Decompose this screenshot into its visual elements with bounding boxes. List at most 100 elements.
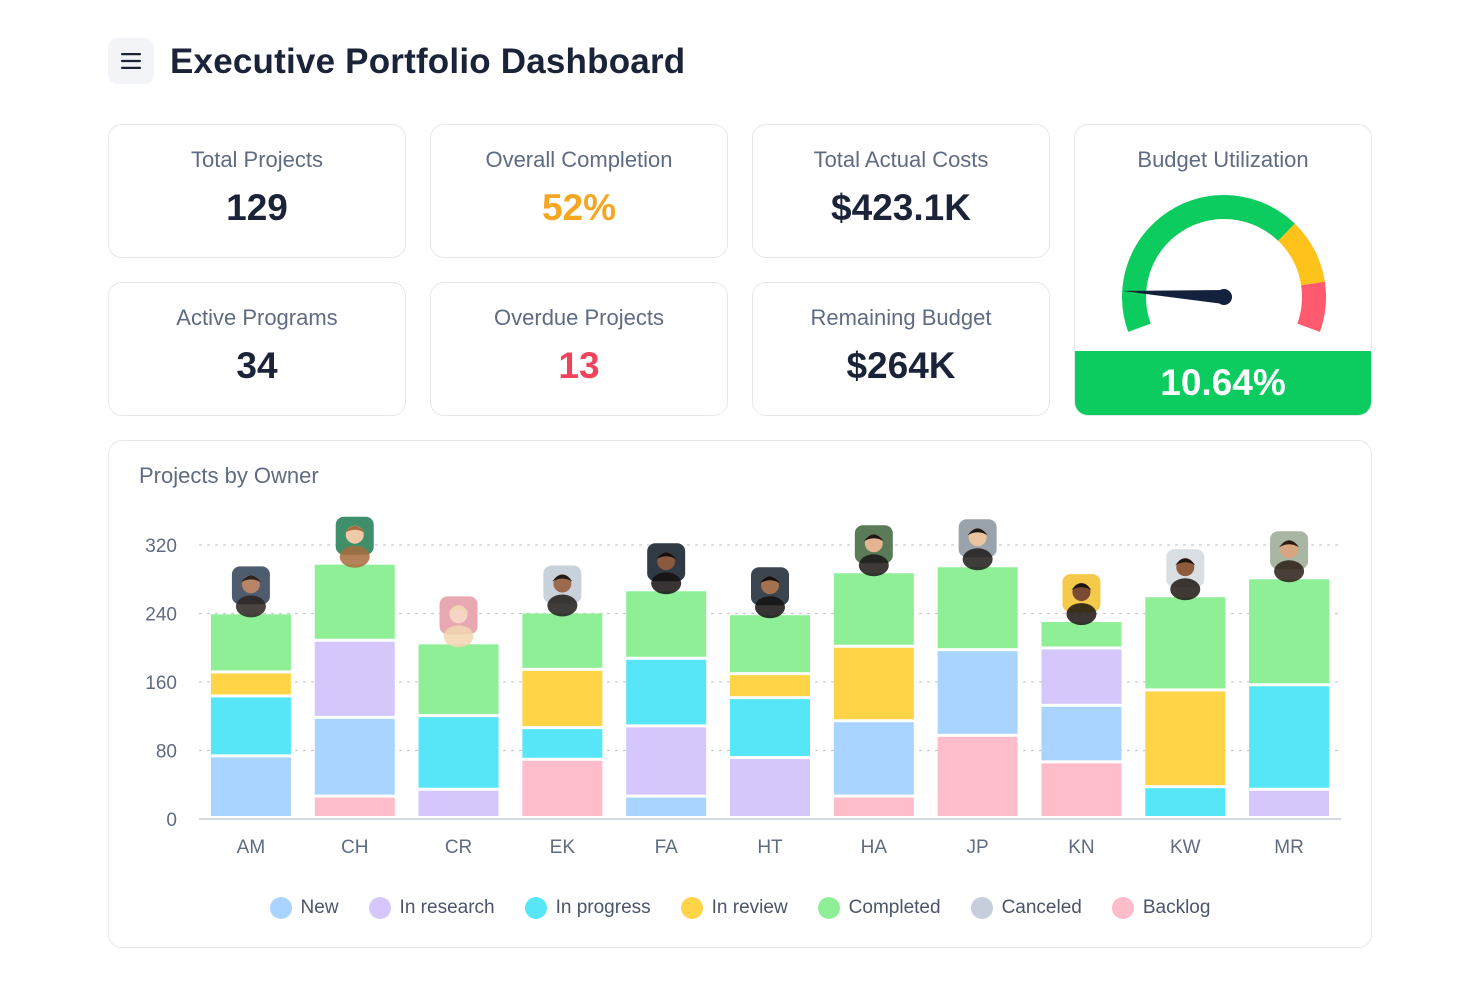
budget-gauge xyxy=(1122,195,1326,332)
legend-swatch xyxy=(817,897,840,919)
bar-segment-ha-completed[interactable] xyxy=(833,573,914,645)
kpi-label: Total Projects xyxy=(190,147,324,172)
bar-segment-ht-in-progress[interactable] xyxy=(730,699,810,757)
x-tick-label: CH xyxy=(341,837,368,858)
legend-label: In progress xyxy=(555,897,651,918)
x-tick-label: KW xyxy=(1170,837,1201,858)
bar-segment-kw-in-progress[interactable] xyxy=(1145,788,1226,816)
legend-item-canceled[interactable]: Canceled xyxy=(970,897,1082,919)
legend-item-in-review[interactable]: In review xyxy=(680,897,788,919)
kpi-card-overdue-projects: Overdue Projects 13 xyxy=(430,282,728,416)
projects-by-owner-card: Projects by Owner 0 80 160 240 320 AM CH CR EK FA… xyxy=(108,440,1372,948)
page-title: Executive Portfolio Dashboard xyxy=(170,42,686,81)
legend-swatch xyxy=(368,897,391,919)
legend-item-backlog[interactable]: Backlog xyxy=(1111,897,1210,919)
legend-item-new[interactable]: New xyxy=(269,897,339,919)
bar-segment-ch-new[interactable] xyxy=(314,718,395,795)
bar-segment-ek-in-progress[interactable] xyxy=(522,729,603,758)
owner-avatar-ch[interactable] xyxy=(335,516,374,568)
legend-label: Completed xyxy=(848,897,941,918)
bar-segment-kw-completed[interactable] xyxy=(1145,597,1226,689)
owner-avatar-jp[interactable] xyxy=(958,519,997,571)
bar-segment-mr-in-research[interactable] xyxy=(1249,790,1330,816)
owner-avatar-fa[interactable] xyxy=(647,543,686,595)
bar-segment-am-new[interactable] xyxy=(210,757,291,816)
bar-segment-ht-in-review[interactable] xyxy=(730,675,810,697)
owner-avatar-kw[interactable] xyxy=(1166,549,1205,601)
bar-segment-fa-completed[interactable] xyxy=(626,591,707,657)
bar-segment-ha-backlog[interactable] xyxy=(833,797,914,816)
legend-label: In review xyxy=(711,897,788,918)
owner-avatar-kn[interactable] xyxy=(1062,574,1101,626)
bar-segment-ch-backlog[interactable] xyxy=(314,797,395,816)
bar-segment-cr-in-progress[interactable] xyxy=(418,717,499,788)
bar-segment-ch-in-research[interactable] xyxy=(314,641,395,716)
kpi-value: $264K xyxy=(846,345,956,386)
chart-legend: New In research In progress In review Comple… xyxy=(109,897,1371,919)
gauge-zone-2 xyxy=(1297,281,1326,332)
kpi-label: Active Programs xyxy=(176,305,338,330)
legend-item-completed[interactable]: Completed xyxy=(817,897,941,919)
chart-title: Projects by Owner xyxy=(139,463,319,488)
owner-avatar-ha[interactable] xyxy=(854,525,893,577)
gauge-needle xyxy=(1122,290,1225,304)
bar-segment-kn-completed[interactable] xyxy=(1041,622,1122,647)
bar-segment-ek-backlog[interactable] xyxy=(522,760,603,816)
bar-segment-ch-completed[interactable] xyxy=(314,564,395,639)
bar-segment-am-in-review[interactable] xyxy=(210,673,291,695)
legend-item-in-research[interactable]: In research xyxy=(368,897,495,919)
owner-avatar-am[interactable] xyxy=(231,566,270,618)
menu-button[interactable] xyxy=(108,38,154,84)
bar-segment-cr-completed[interactable] xyxy=(418,644,499,715)
bar-segment-ek-in-review[interactable] xyxy=(522,670,603,727)
legend-item-in-progress[interactable]: In progress xyxy=(524,897,651,919)
bar-segment-kn-backlog[interactable] xyxy=(1041,763,1122,816)
owner-avatar-mr[interactable] xyxy=(1270,531,1309,583)
kpi-value: 34 xyxy=(236,345,278,386)
bar-segment-kn-new[interactable] xyxy=(1041,706,1122,761)
bar-segment-jp-backlog[interactable] xyxy=(937,736,1018,816)
x-tick-label: FA xyxy=(655,837,679,858)
bar-segment-am-completed[interactable] xyxy=(210,614,291,671)
owner-avatar-ht[interactable] xyxy=(751,567,789,619)
x-tick-label: CR xyxy=(445,837,472,858)
y-tick-label: 0 xyxy=(166,810,177,831)
x-tick-label: HA xyxy=(861,837,888,858)
legend-swatch xyxy=(269,897,292,919)
legend-label: New xyxy=(300,897,339,918)
bar-segment-ek-completed[interactable] xyxy=(522,613,603,668)
gauge-needle-hub xyxy=(1216,289,1232,305)
x-tick-label: HT xyxy=(757,837,783,858)
bar-segment-fa-in-research[interactable] xyxy=(626,727,707,795)
kpi-value: 129 xyxy=(226,187,288,228)
kpi-card-total-actual-costs: Total Actual Costs $423.1K xyxy=(752,124,1050,258)
kpi-value: 52% xyxy=(541,187,617,228)
kpi-card-active-programs: Active Programs 34 xyxy=(108,282,406,416)
bar-segment-ht-completed[interactable] xyxy=(730,615,810,673)
bar-segment-jp-new[interactable] xyxy=(937,651,1018,734)
bar-segment-mr-completed[interactable] xyxy=(1249,579,1330,684)
bar-segment-kn-in-research[interactable] xyxy=(1041,649,1122,704)
kpi-card-overall-completion: Overall Completion 52% xyxy=(430,124,728,258)
owner-avatar-cr[interactable] xyxy=(439,596,478,648)
kpi-label: Overall Completion xyxy=(485,147,673,172)
kpi-value: 13 xyxy=(558,345,600,386)
bar-segment-cr-in-research[interactable] xyxy=(418,790,499,816)
kpi-card-remaining-budget: Remaining Budget $264K xyxy=(752,282,1050,416)
kpi-label: Budget Utilization xyxy=(1137,147,1309,172)
bar-segment-ht-in-research[interactable] xyxy=(730,759,810,816)
owner-avatar-ek[interactable] xyxy=(543,565,582,617)
bar-segment-kw-in-review[interactable] xyxy=(1145,691,1226,786)
gauge-zone-1 xyxy=(1277,223,1325,286)
budget-utilization-value: 10.64% xyxy=(1075,351,1371,415)
x-tick-label: KN xyxy=(1068,837,1094,858)
bar-segment-fa-in-progress[interactable] xyxy=(626,659,707,725)
bar-segment-mr-in-progress[interactable] xyxy=(1249,686,1330,788)
bar-segment-fa-new[interactable] xyxy=(626,797,707,816)
x-tick-label: JP xyxy=(967,837,989,858)
bar-segment-am-in-progress[interactable] xyxy=(210,697,291,755)
bar-segment-ha-new[interactable] xyxy=(833,722,914,795)
bar-segment-ha-in-review[interactable] xyxy=(833,647,914,720)
bar-segment-jp-completed[interactable] xyxy=(937,567,1018,649)
budget-utilization-card: Budget Utilization 10.64% xyxy=(1074,124,1372,416)
